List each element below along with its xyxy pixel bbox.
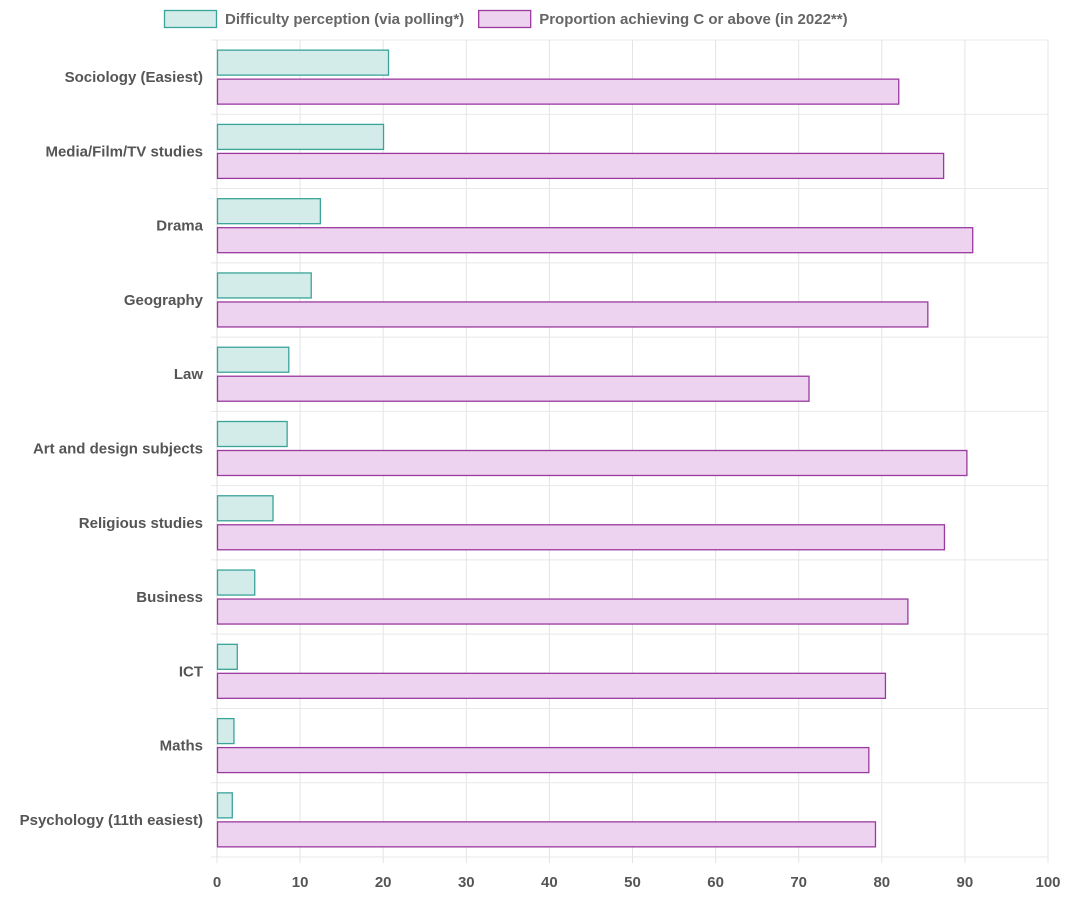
bar-difficulty-perception[interactable] bbox=[216, 123, 385, 151]
bar-proportion-c-or-above[interactable] bbox=[216, 672, 887, 699]
bar-difficulty-perception[interactable] bbox=[216, 792, 233, 819]
bar-difficulty-perception[interactable] bbox=[216, 643, 238, 670]
x-tick-label: 80 bbox=[873, 874, 890, 891]
bar-difficulty-perception[interactable] bbox=[216, 272, 312, 299]
legend-label: Difficulty perception (via polling*) bbox=[225, 11, 464, 28]
x-tick-label: 60 bbox=[707, 874, 724, 891]
x-tick-label: 70 bbox=[790, 874, 807, 891]
category-label: Psychology (11th easiest) bbox=[20, 812, 203, 829]
legend-label: Proportion achieving C or above (in 2022… bbox=[539, 11, 847, 28]
category-label: Sociology (Easiest) bbox=[65, 69, 203, 86]
bar-proportion-c-or-above[interactable] bbox=[216, 746, 870, 774]
bar-proportion-c-or-above[interactable] bbox=[216, 152, 945, 180]
legend-item-proportion-c-or-above[interactable]: Proportion achieving C or above (in 2022… bbox=[478, 9, 848, 29]
bar-proportion-c-or-above[interactable] bbox=[216, 301, 929, 328]
category-label: Religious studies bbox=[79, 515, 203, 532]
x-tick-label: 0 bbox=[213, 874, 221, 891]
legend-item-difficulty-perception[interactable]: Difficulty perception (via polling*) bbox=[163, 9, 465, 29]
bar-difficulty-perception[interactable] bbox=[216, 198, 322, 225]
bar-difficulty-perception[interactable] bbox=[216, 346, 290, 373]
bar-difficulty-perception[interactable] bbox=[216, 49, 390, 76]
category-label: Maths bbox=[160, 738, 203, 755]
category-label: ICT bbox=[179, 663, 203, 680]
bar-difficulty-perception[interactable] bbox=[216, 717, 235, 745]
category-label: Law bbox=[174, 366, 204, 383]
bar-difficulty-perception[interactable] bbox=[216, 420, 288, 448]
x-tick-label: 10 bbox=[292, 874, 309, 891]
bar-proportion-c-or-above[interactable] bbox=[216, 227, 974, 254]
category-label: Art and design subjects bbox=[33, 441, 203, 458]
category-label: Business bbox=[136, 589, 203, 606]
bar-proportion-c-or-above[interactable] bbox=[216, 821, 877, 848]
category-label: Geography bbox=[124, 292, 204, 309]
legend-swatch bbox=[163, 9, 218, 29]
x-tick-label: 30 bbox=[458, 874, 475, 891]
bar-proportion-c-or-above[interactable] bbox=[216, 598, 909, 625]
bar-proportion-c-or-above[interactable] bbox=[216, 375, 810, 402]
legend-swatch bbox=[478, 9, 532, 29]
x-tick-label: 90 bbox=[957, 874, 974, 891]
category-label: Drama bbox=[156, 218, 203, 235]
legend: Difficulty perception (via polling*) Prop… bbox=[163, 9, 848, 29]
bar-proportion-c-or-above[interactable] bbox=[216, 449, 968, 477]
x-tick-label: 20 bbox=[375, 874, 392, 891]
bars bbox=[216, 49, 974, 848]
bar-difficulty-perception[interactable] bbox=[216, 495, 274, 522]
category-label: Media/Film/TV studies bbox=[45, 143, 203, 160]
x-tick-label: 40 bbox=[541, 874, 558, 891]
x-tick-label: 50 bbox=[624, 874, 641, 891]
bar-proportion-c-or-above[interactable] bbox=[216, 78, 900, 105]
bar-difficulty-perception[interactable] bbox=[216, 569, 256, 596]
x-axis-ticks: 0 10 20 30 40 50 60 70 80 90 100 bbox=[213, 874, 1061, 891]
category-labels: Sociology (Easiest) Media/Film/TV studies… bbox=[20, 69, 204, 829]
bar-proportion-c-or-above[interactable] bbox=[216, 524, 946, 551]
x-tick-label: 100 bbox=[1035, 874, 1060, 891]
